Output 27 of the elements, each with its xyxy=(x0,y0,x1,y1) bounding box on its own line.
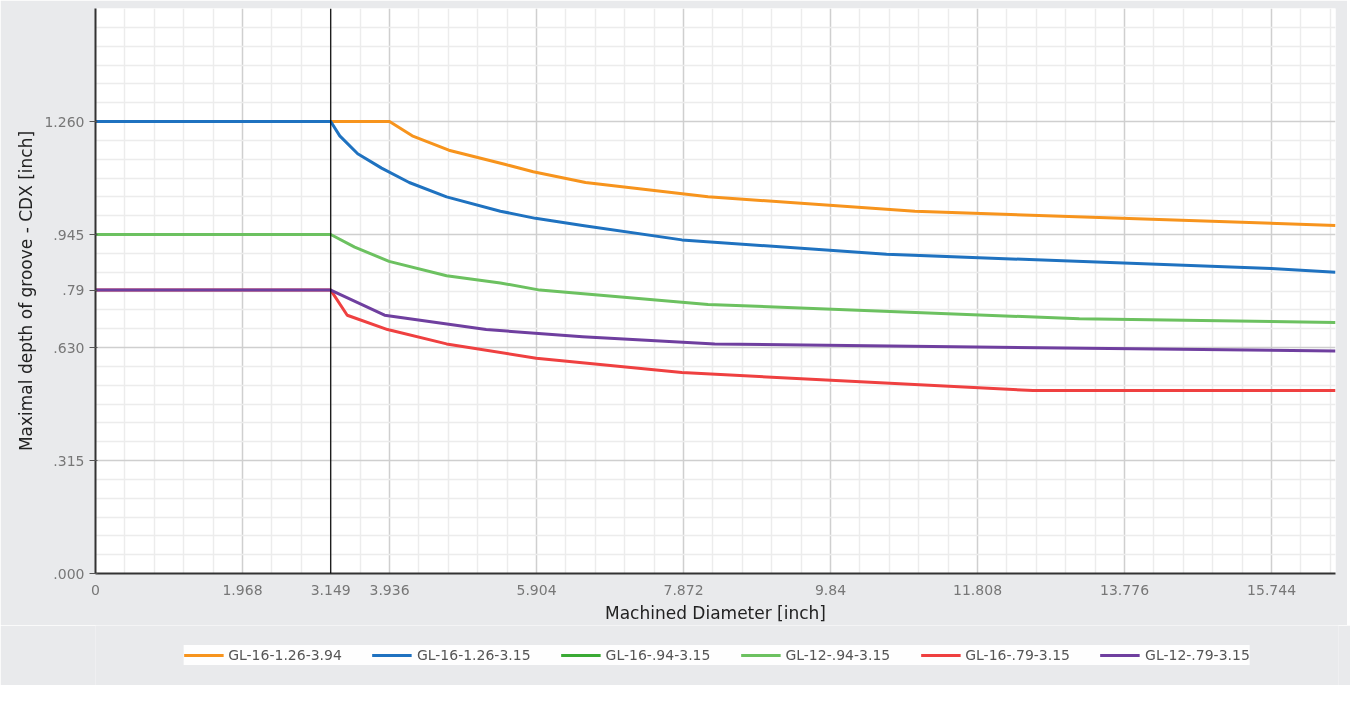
line-series xyxy=(95,120,1336,274)
x-tick-label: 5.904 xyxy=(516,581,557,598)
y-tick-label: .000 xyxy=(53,565,85,582)
legend-label: GL-16-.79-3.15 xyxy=(965,647,1071,663)
x-tick-label: 15.744 xyxy=(1247,581,1297,598)
x-tick-label: 13.776 xyxy=(1100,581,1150,598)
legend-label: GL-12-.79-3.15 xyxy=(1145,647,1250,663)
y-axis-title: Maximal depth of groove - CDX [inch] xyxy=(16,130,37,452)
x-axis-title: Machined Diameter [inch] xyxy=(605,602,827,623)
legend-label: GL-16-1.26-3.94 xyxy=(228,647,342,663)
y-tick-label: .630 xyxy=(53,339,85,356)
x-tick-label: 9.84 xyxy=(814,581,847,598)
legend-label: GL-12-.94-3.15 xyxy=(785,647,891,663)
x-tick-label: 11.808 xyxy=(953,581,1003,598)
x-tick-label: 0 xyxy=(91,581,100,598)
line-series xyxy=(95,233,1336,324)
y-tick-label: 1.260 xyxy=(44,113,85,130)
legend-label: GL-16-1.26-3.15 xyxy=(416,647,531,663)
line-series xyxy=(95,288,1336,353)
y-tick-label: .315 xyxy=(53,452,85,469)
y-tick-label: .79 xyxy=(62,282,85,299)
x-tick-label: 3.149 xyxy=(310,581,351,598)
x-tick-label: 3.936 xyxy=(369,581,410,598)
x-tick-label: 1.968 xyxy=(222,581,263,598)
x-tick-label: 7.872 xyxy=(663,581,704,598)
y-tick-label: .945 xyxy=(53,226,85,243)
legend-label: GL-16-.94-3.15 xyxy=(605,647,711,663)
